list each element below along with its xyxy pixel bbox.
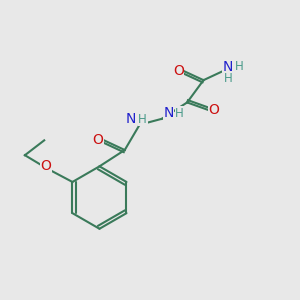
Text: O: O xyxy=(173,64,184,78)
Text: O: O xyxy=(40,159,51,173)
Text: N: N xyxy=(126,112,136,126)
Text: O: O xyxy=(92,133,104,147)
Text: N: N xyxy=(163,106,174,120)
Text: H: H xyxy=(175,107,184,120)
Text: H: H xyxy=(138,113,147,126)
Text: N: N xyxy=(223,60,233,74)
Text: O: O xyxy=(208,103,219,117)
Text: H: H xyxy=(235,60,244,73)
Text: H: H xyxy=(224,72,233,85)
